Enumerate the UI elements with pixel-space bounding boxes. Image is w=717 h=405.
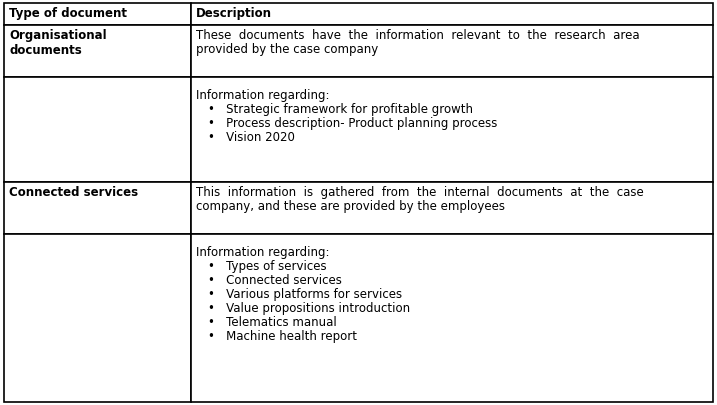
Text: •   Types of services: • Types of services xyxy=(208,260,326,273)
Bar xyxy=(4,182,191,234)
Bar xyxy=(191,182,713,234)
Text: company, and these are provided by the employees: company, and these are provided by the e… xyxy=(196,200,505,213)
Bar xyxy=(4,234,191,402)
Text: •   Vision 2020: • Vision 2020 xyxy=(208,131,295,144)
Text: Connected services: Connected services xyxy=(9,186,138,199)
Text: •   Strategic framework for profitable growth: • Strategic framework for profitable gro… xyxy=(208,103,473,116)
Text: •   Process description- Product planning process: • Process description- Product planning … xyxy=(208,117,497,130)
Bar xyxy=(191,25,713,77)
Text: Information regarding:: Information regarding: xyxy=(196,89,329,102)
Text: provided by the case company: provided by the case company xyxy=(196,43,378,56)
Text: •   Machine health report: • Machine health report xyxy=(208,330,357,343)
Bar xyxy=(4,3,191,25)
Bar xyxy=(191,3,713,25)
Bar xyxy=(4,25,191,77)
Bar xyxy=(4,77,191,182)
Text: •   Telematics manual: • Telematics manual xyxy=(208,316,336,329)
Text: •   Various platforms for services: • Various platforms for services xyxy=(208,288,402,301)
Text: This  information  is  gathered  from  the  internal  documents  at  the  case: This information is gathered from the in… xyxy=(196,186,644,199)
Text: •   Value propositions introduction: • Value propositions introduction xyxy=(208,302,410,315)
Bar xyxy=(191,77,713,182)
Text: Organisational
documents: Organisational documents xyxy=(9,29,107,57)
Text: •   Connected services: • Connected services xyxy=(208,274,342,287)
Text: Type of document: Type of document xyxy=(9,7,127,20)
Text: These  documents  have  the  information  relevant  to  the  research  area: These documents have the information rel… xyxy=(196,29,640,42)
Text: Information regarding:: Information regarding: xyxy=(196,246,329,259)
Bar xyxy=(191,234,713,402)
Text: Description: Description xyxy=(196,7,272,20)
